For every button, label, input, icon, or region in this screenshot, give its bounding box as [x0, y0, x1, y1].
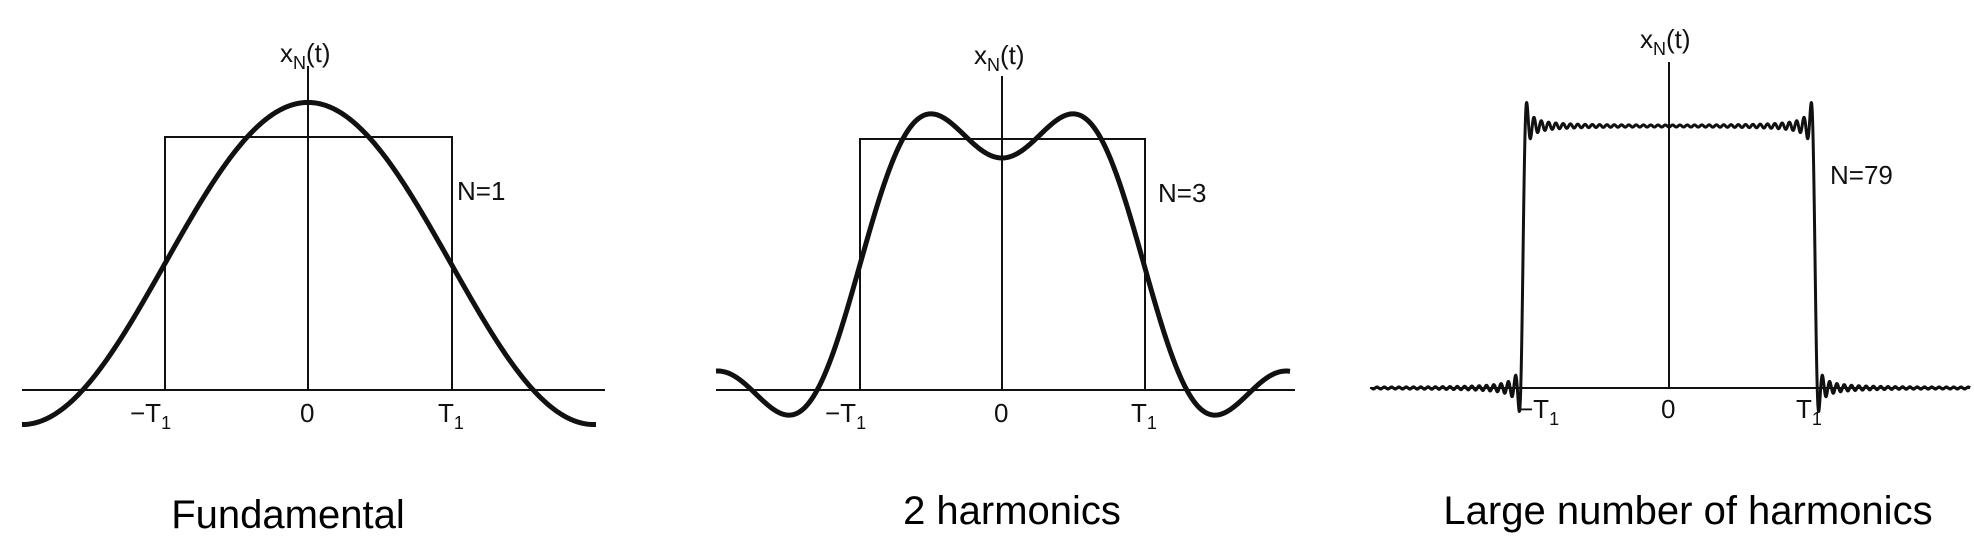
n-label: N=3 — [1158, 178, 1206, 208]
fourier-curve — [20, 99, 598, 428]
tick-neg-t1: −T1 — [825, 398, 866, 433]
panel-many-harmonics: xN(t) N=79 −T1 0 T1 Large number of harm… — [1370, 24, 1972, 533]
caption: Fundamental — [171, 493, 404, 537]
tick-zero: 0 — [994, 398, 1008, 428]
fourier-curve — [1370, 101, 1972, 413]
ylabel: xN(t) — [974, 40, 1025, 75]
tick-neg-t1: −T1 — [1518, 394, 1559, 429]
caption: 2 harmonics — [903, 489, 1121, 533]
panel-fundamental: xN(t) N=1 −T1 0 T1 Fundamental — [20, 38, 605, 537]
tick-zero: 0 — [300, 398, 314, 428]
tick-neg-t1: −T1 — [130, 398, 171, 433]
panel-2-harmonics: xN(t) N=3 −T1 0 T1 2 harmonics — [714, 40, 1295, 533]
tick-pos-t1: T1 — [1796, 394, 1822, 429]
ylabel: xN(t) — [1640, 24, 1691, 59]
tick-pos-t1: T1 — [1131, 398, 1157, 433]
ylabel: xN(t) — [280, 38, 331, 73]
fourier-curve — [714, 111, 1292, 418]
n-label: N=79 — [1830, 160, 1893, 190]
n-label: N=1 — [457, 176, 505, 206]
caption: Large number of harmonics — [1443, 489, 1932, 533]
tick-pos-t1: T1 — [438, 398, 464, 433]
tick-zero: 0 — [1661, 394, 1675, 424]
